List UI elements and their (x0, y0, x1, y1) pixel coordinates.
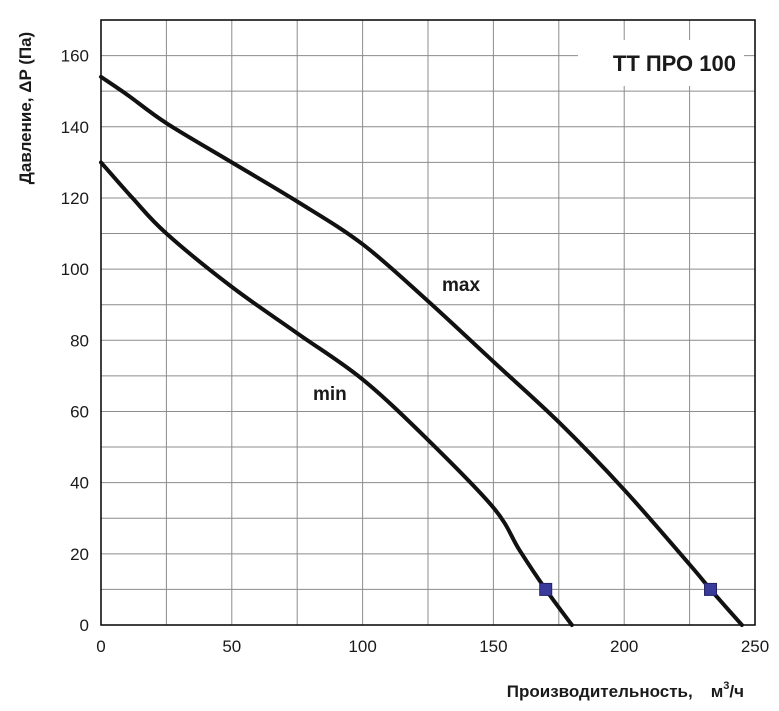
y-tick-label: 20 (70, 545, 89, 564)
x-tick-label: 50 (222, 637, 241, 656)
y-tick-label: 80 (70, 331, 89, 350)
y-tick-label: 140 (61, 118, 89, 137)
series-group (99, 74, 744, 627)
x-tick-label: 250 (741, 637, 769, 656)
y-tick-label: 160 (61, 47, 89, 66)
series-line-max (99, 74, 744, 627)
y-tick-label: 40 (70, 474, 89, 493)
chart-title-background (578, 40, 744, 86)
y-tick-label: 120 (61, 189, 89, 208)
y-axis-title: Давление, ΔP (Па) (16, 32, 35, 184)
x-axis-unit-exponent: 3 (723, 680, 729, 692)
series-label-min: min (313, 384, 347, 405)
series-line-min (99, 160, 574, 627)
x-tick-label: 200 (610, 637, 638, 656)
plot-frame (100, 19, 756, 626)
grid (101, 20, 755, 625)
y-tick-label: 0 (80, 616, 89, 635)
x-axis-unit-tail: /ч (729, 682, 744, 701)
chart-title: TT ПРО 100 (613, 51, 736, 76)
y-tick-label: 60 (70, 402, 89, 421)
x-axis-title: Производительность, м3/ч (507, 680, 744, 701)
y-tick-label: 100 (61, 260, 89, 279)
x-tick-label: 150 (479, 637, 507, 656)
x-axis-unit-base: м (711, 682, 724, 701)
x-tick-label: 100 (348, 637, 376, 656)
operating-point-marker-min (539, 582, 553, 596)
x-tick-label: 0 (96, 637, 105, 656)
series-label-max: max (442, 275, 480, 296)
x-axis-title-text: Производительность, (507, 682, 693, 701)
operating-point-marker-max (704, 582, 718, 596)
tick-labels: 0 50 100 150 200 250 0 20 40 60 80 100 120 140 160 (61, 47, 770, 656)
